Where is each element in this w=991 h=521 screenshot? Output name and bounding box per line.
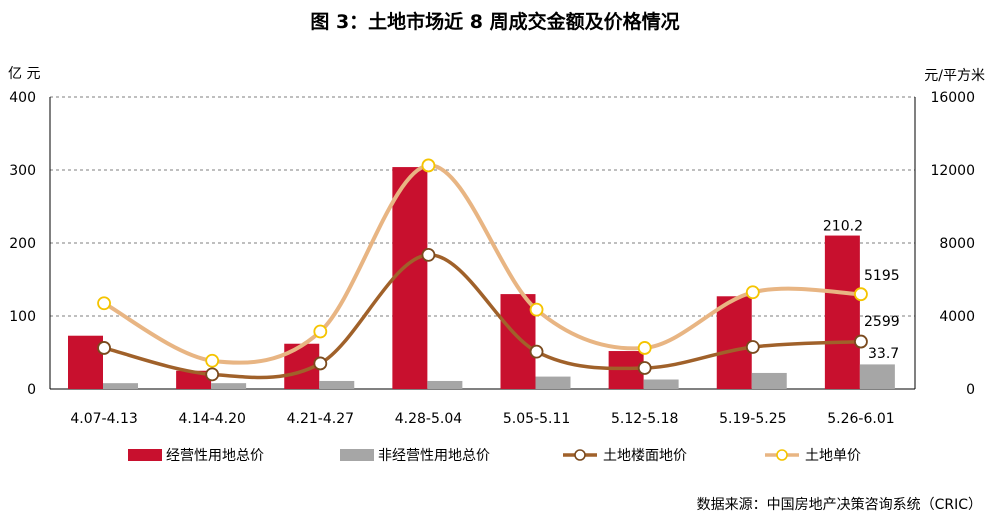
bar-nonoperating-total (103, 383, 138, 389)
floor-price-point (205, 367, 220, 382)
label-floor-price-last: 2599 (864, 314, 900, 330)
left-tick-label: 100 (9, 309, 36, 325)
x-tick-label: 4.14-4.20 (178, 411, 245, 427)
x-tick-label: 4.07-4.13 (70, 411, 137, 427)
legend-nonoperating-label: 非经营性用地总价 (378, 448, 490, 464)
label-land-price-last: 5195 (864, 268, 900, 284)
legend-land-price-label: 土地单价 (805, 448, 861, 464)
floor-price-point (637, 361, 652, 375)
floor-price-line (103, 253, 862, 380)
data-labels: 210.2 5195 2599 33.7 (823, 219, 900, 362)
lines (97, 158, 868, 382)
right-tick-label: 4000 (939, 309, 975, 325)
right-tick-label: 0 (966, 382, 975, 398)
legend-operating-swatch (128, 449, 162, 461)
bar-nonoperating-total (319, 380, 355, 389)
left-tick-label: 300 (9, 163, 36, 179)
land-unit-price-point (97, 296, 111, 311)
bar-operating-total (824, 235, 860, 389)
bar-operating-total (500, 294, 536, 389)
x-tick-label: 5.26-6.01 (827, 411, 894, 427)
floor-price-point (97, 341, 111, 355)
label-nonoperating-last: 33.7 (868, 346, 899, 362)
land-unit-price-point (205, 353, 220, 368)
right-tick-label: 16000 (930, 90, 975, 106)
land-unit-price-point (745, 285, 760, 300)
chart-title: 图 3：土地市场近 8 周成交金额及价格情况 (310, 10, 679, 33)
label-operating-last: 210.2 (823, 219, 863, 235)
land-unit-price-point (421, 158, 436, 173)
floor-price-point (313, 356, 328, 371)
right-tick-label: 8000 (939, 236, 975, 252)
land-unit-price-point (637, 341, 652, 355)
bar-operating-total (176, 370, 212, 389)
legend-land-price-marker (776, 449, 788, 461)
land-unit-price-point (529, 302, 544, 317)
legend: 经营性用地总价 非经营性用地总价 土地楼面地价 土地单价 (128, 448, 861, 464)
floor-price-point (745, 340, 760, 354)
tick-labels: 010020030040004000800012000160004.07-4.1… (9, 90, 975, 427)
bar-nonoperating-total (751, 372, 787, 389)
x-tick-label: 4.21-4.27 (287, 411, 354, 427)
bar-nonoperating-total (535, 376, 571, 389)
legend-floor-price-marker (574, 449, 586, 461)
land-unit-price-point (854, 287, 868, 302)
bar-nonoperating-total (859, 364, 895, 389)
source-note: 数据来源：中国房地产决策咨询系统（CRIC） (697, 496, 982, 513)
floor-price-point (421, 247, 436, 262)
x-tick-label: 5.12-5.18 (611, 411, 678, 427)
x-tick-label: 4.28-5.04 (395, 411, 462, 427)
legend-operating-label: 经营性用地总价 (166, 448, 264, 464)
land-unit-price-point (313, 324, 328, 339)
left-tick-label: 0 (27, 382, 36, 398)
land-unit-price-line (103, 163, 861, 365)
bar-nonoperating-total (211, 383, 247, 389)
bar-operating-total (68, 335, 103, 389)
floor-price-point (854, 334, 868, 349)
bar-operating-total (392, 167, 428, 389)
bar-nonoperating-total (427, 380, 463, 389)
bar-nonoperating-total (643, 379, 679, 389)
right-tick-label: 12000 (930, 163, 975, 179)
legend-floor-price-label: 土地楼面地价 (603, 448, 687, 464)
x-tick-label: 5.19-5.25 (719, 411, 786, 427)
left-tick-label: 400 (9, 90, 36, 106)
left-tick-label: 200 (9, 236, 36, 252)
legend-nonoperating-swatch (340, 449, 374, 461)
right-axis-unit: 元/平方米 (924, 68, 985, 84)
floor-price-point (529, 344, 544, 359)
gridlines (50, 96, 915, 317)
x-tick-label: 5.05-5.11 (503, 411, 570, 427)
left-axis-unit: 亿 元 (8, 66, 40, 82)
bar-operating-total (716, 296, 752, 389)
